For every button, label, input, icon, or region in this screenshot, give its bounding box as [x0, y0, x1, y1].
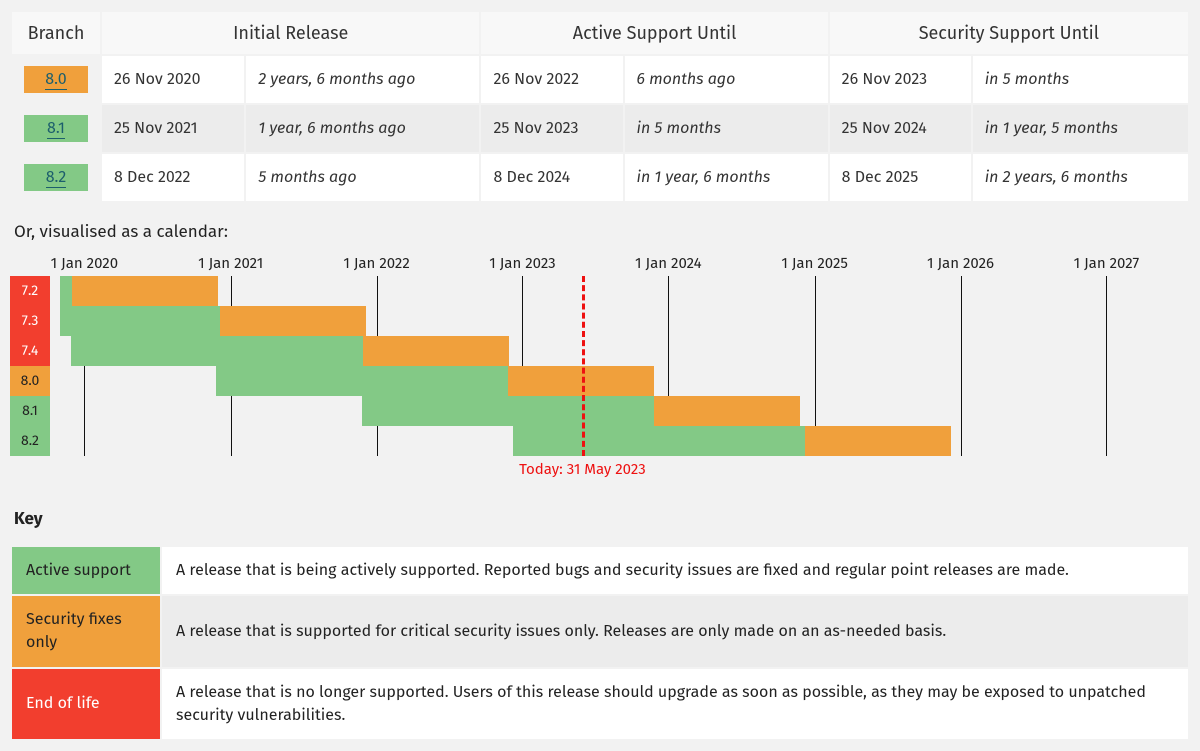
- legend-desc: A release that is being actively support…: [162, 547, 1188, 594]
- timeline-row-label: 8.0: [10, 366, 50, 396]
- legend-row: Security fixes only A release that is su…: [12, 596, 1188, 666]
- tick-line: [961, 276, 962, 456]
- key-heading: Key: [14, 508, 1190, 529]
- tick-line: [1106, 276, 1107, 456]
- initial-date: 26 Nov 2020: [102, 56, 244, 103]
- legend-swatch: End of life: [12, 669, 160, 739]
- col-initial: Initial Release: [102, 12, 479, 54]
- initial-rel: 2 years, 6 months ago: [246, 56, 479, 103]
- security-rel: in 5 months: [973, 56, 1188, 103]
- timeline-bar: [363, 336, 509, 366]
- legend-row: Active support A release that is being a…: [12, 547, 1188, 594]
- timeline-bar: [362, 396, 654, 426]
- calendar-caption: Or, visualised as a calendar:: [14, 221, 1190, 242]
- timeline-bar: [72, 276, 218, 306]
- branch-cell: 8.1: [12, 105, 100, 152]
- active-date: 26 Nov 2022: [481, 56, 622, 103]
- timeline-row-label: 7.4: [10, 336, 50, 366]
- tick-label: 1 Jan 2025: [781, 254, 848, 272]
- branch-cell: 8.0: [12, 56, 100, 103]
- security-rel: in 2 years, 6 months: [973, 154, 1188, 201]
- col-security: Security Support Until: [830, 12, 1188, 54]
- timeline-bar: [71, 336, 363, 366]
- timeline-row-label: 8.1: [10, 396, 50, 426]
- timeline-bar: [60, 276, 72, 306]
- timeline-bar: [220, 306, 366, 336]
- initial-date: 25 Nov 2021: [102, 105, 244, 152]
- initial-rel: 5 months ago: [246, 154, 479, 201]
- branch-link[interactable]: 8.0: [45, 70, 66, 90]
- timeline-bar: [60, 306, 220, 336]
- active-rel: in 1 year, 6 months: [625, 154, 828, 201]
- legend-swatch: Active support: [12, 547, 160, 594]
- timeline-bar: [513, 426, 805, 456]
- legend-table: Active support A release that is being a…: [10, 545, 1190, 741]
- active-date: 25 Nov 2023: [481, 105, 622, 152]
- security-date: 8 Dec 2025: [830, 154, 971, 201]
- support-table: Branch Initial Release Active Support Un…: [10, 10, 1190, 203]
- tick-label: 1 Jan 2027: [1074, 254, 1140, 272]
- tick-label: 1 Jan 2022: [343, 254, 409, 272]
- timeline-bar: [805, 426, 951, 456]
- initial-rel: 1 year, 6 months ago: [246, 105, 479, 152]
- active-rel: 6 months ago: [625, 56, 828, 103]
- table-row: 8.0 26 Nov 2020 2 years, 6 months ago 26…: [12, 56, 1188, 103]
- tick-label: 1 Jan 2020: [51, 254, 118, 272]
- tick-label: 1 Jan 2026: [927, 254, 994, 272]
- legend-desc: A release that is no longer supported. U…: [162, 669, 1188, 739]
- branch-cell: 8.2: [12, 154, 100, 201]
- timeline-row-label: 7.3: [10, 306, 50, 336]
- timeline-bar: [216, 366, 508, 396]
- initial-date: 8 Dec 2022: [102, 154, 244, 201]
- branch-link[interactable]: 8.1: [47, 119, 65, 139]
- security-date: 26 Nov 2023: [830, 56, 971, 103]
- table-row: 8.1 25 Nov 2021 1 year, 6 months ago 25 …: [12, 105, 1188, 152]
- tick-label: 1 Jan 2023: [489, 254, 555, 272]
- timeline-row-label: 8.2: [10, 426, 50, 456]
- tick-label: 1 Jan 2021: [198, 254, 263, 272]
- timeline-bar: [508, 366, 654, 396]
- tick-label: 1 Jan 2024: [635, 254, 702, 272]
- active-rel: in 5 months: [625, 105, 828, 152]
- active-date: 8 Dec 2024: [481, 154, 622, 201]
- legend-row: End of life A release that is no longer …: [12, 669, 1188, 739]
- security-rel: in 1 year, 5 months: [973, 105, 1188, 152]
- timeline-bar: [654, 396, 800, 426]
- today-line: [582, 276, 585, 456]
- legend-swatch: Security fixes only: [12, 596, 160, 666]
- table-row: 8.2 8 Dec 2022 5 months ago 8 Dec 2024 i…: [12, 154, 1188, 201]
- timeline-row-label: 7.2: [10, 276, 50, 306]
- support-timeline: 1 Jan 2020 1 Jan 2021 1 Jan 2022 1 Jan 2023…: [10, 254, 1190, 484]
- branch-link[interactable]: 8.2: [46, 168, 67, 188]
- col-branch: Branch: [12, 12, 100, 54]
- col-active: Active Support Until: [481, 12, 827, 54]
- security-date: 25 Nov 2024: [830, 105, 971, 152]
- legend-desc: A release that is supported for critical…: [162, 596, 1188, 666]
- today-label: Today: 31 May 2023: [519, 460, 646, 478]
